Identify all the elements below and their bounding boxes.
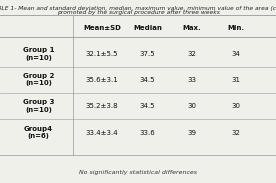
Text: 34.5: 34.5 (140, 77, 155, 83)
Text: 33.6: 33.6 (140, 130, 156, 136)
Text: Max.: Max. (182, 25, 201, 31)
Text: 30: 30 (187, 103, 196, 109)
Text: No significantly statistical differences: No significantly statistical differences (79, 170, 197, 175)
Text: Group 1
(n=10): Group 1 (n=10) (23, 47, 54, 61)
Text: Group 2
(n=10): Group 2 (n=10) (23, 73, 54, 86)
Text: 31: 31 (232, 77, 240, 83)
Text: 32.1±5.5: 32.1±5.5 (86, 51, 118, 57)
Text: Median: Median (133, 25, 162, 31)
Text: 30: 30 (232, 103, 240, 109)
Text: Mean±SD: Mean±SD (83, 25, 121, 31)
Text: 32: 32 (232, 130, 240, 136)
Text: 33.4±3.4: 33.4±3.4 (86, 130, 118, 136)
Text: 33: 33 (187, 77, 196, 83)
Text: Min.: Min. (227, 25, 245, 31)
Text: promoted by the surgical procedure after three weeks: promoted by the surgical procedure after… (57, 10, 219, 14)
Text: Group 3
(n=10): Group 3 (n=10) (23, 99, 54, 113)
Text: 35.6±3.1: 35.6±3.1 (86, 77, 118, 83)
Text: 32: 32 (187, 51, 196, 57)
Text: TABLE 1- Mean and standard deviation, median, maximum value, minimum value of th: TABLE 1- Mean and standard deviation, me… (0, 5, 276, 11)
Text: 39: 39 (187, 130, 196, 136)
Text: 34.5: 34.5 (140, 103, 155, 109)
Text: 35.2±3.8: 35.2±3.8 (86, 103, 118, 109)
Text: Group4
(n=6): Group4 (n=6) (24, 126, 53, 139)
Text: 37.5: 37.5 (140, 51, 155, 57)
Text: 34: 34 (232, 51, 240, 57)
